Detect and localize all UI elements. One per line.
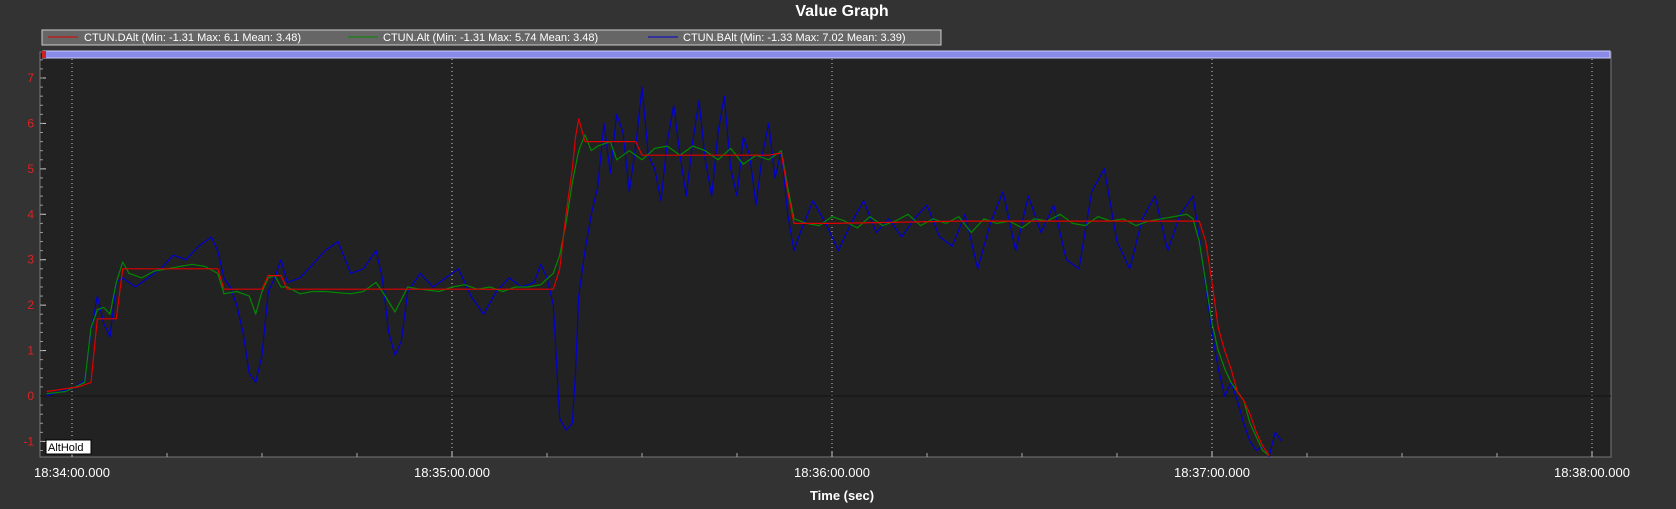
y-tick-label: 5	[27, 162, 34, 176]
y-tick-label: 1	[27, 344, 34, 358]
y-tick-label: 2	[27, 298, 34, 312]
y-tick-label: 4	[27, 207, 34, 221]
legend[interactable]: CTUN.DAlt (Min: -1.31 Max: 6.1 Mean: 3.4…	[41, 29, 942, 46]
plot-area	[40, 52, 1611, 457]
y-tick-label: -1	[23, 434, 34, 448]
y-axis-ticks: -1 0 1 2 3 4 5 6 7	[23, 59, 46, 452]
series-line-ctun-dalt	[46, 118, 1270, 456]
x-tick-label: 18:34:00.000	[34, 465, 110, 480]
legend-label-alt: CTUN.Alt (Min: -1.31 Max: 5.74 Mean: 3.4…	[383, 32, 598, 44]
plot-range-scrollbar[interactable]	[42, 50, 1611, 59]
y-tick-label: 7	[27, 71, 34, 85]
series-line-ctun-balt	[46, 86, 1283, 457]
mode-annotation-label: AltHold	[48, 442, 83, 454]
x-tick-label: 18:37:00.000	[1174, 465, 1250, 480]
y-tick-label: 0	[27, 389, 34, 403]
legend-box	[41, 29, 942, 46]
legend-label-dalt: CTUN.DAlt (Min: -1.31 Max: 6.1 Mean: 3.4…	[84, 32, 301, 44]
mode-annotation-box	[45, 439, 92, 455]
x-tick-label: 18:35:00.000	[414, 465, 490, 480]
x-axis-ticks: 18:34:00.000 18:35:00.000 18:36:00.000 18:3…	[34, 451, 1630, 480]
mode-annotation: AltHold	[45, 439, 92, 455]
x-axis-label: Time (sec)	[810, 488, 874, 503]
y-tick-label: 3	[27, 253, 34, 267]
y-tick-label: 6	[27, 116, 34, 130]
series-lines	[46, 86, 1283, 457]
x-tick-label: 18:38:00.000	[1554, 465, 1630, 480]
legend-label-balt: CTUN.BAlt (Min: -1.33 Max: 7.02 Mean: 3.…	[683, 32, 906, 44]
scrollbar-left-handle[interactable]	[42, 51, 46, 58]
chart-title: Value Graph	[795, 3, 888, 20]
x-tick-label: 18:36:00.000	[794, 465, 870, 480]
